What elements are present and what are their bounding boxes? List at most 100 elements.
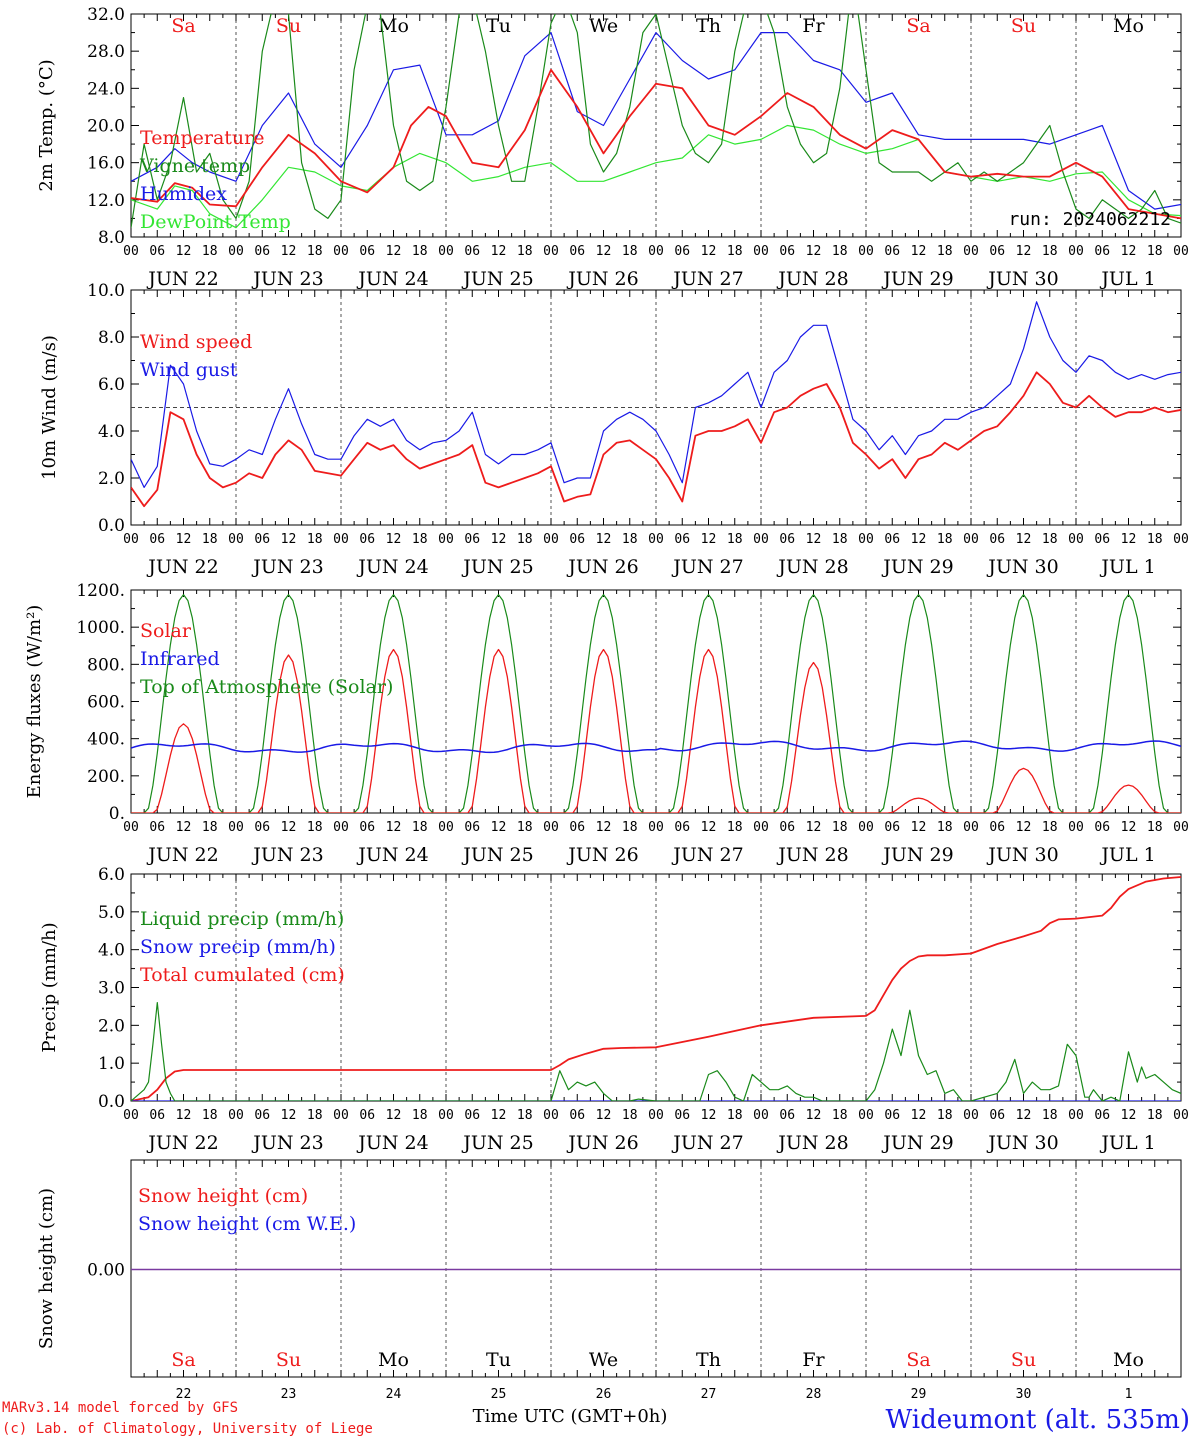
hour-tick-label: 06: [569, 532, 585, 547]
series-line: [131, 124, 1181, 229]
series-line: [131, 68, 1181, 220]
hour-tick-label: 12: [1121, 532, 1137, 547]
hour-tick-label: 06: [569, 1108, 585, 1123]
hour-tick-label: 18: [727, 1108, 743, 1123]
hour-tick-label: 00: [753, 820, 769, 835]
hour-tick-label: 18: [307, 1108, 323, 1123]
hour-tick-label: 06: [989, 1108, 1005, 1123]
hour-tick-label: 18: [832, 244, 848, 259]
legend-entry: Wind gust: [140, 359, 238, 381]
series-line: [131, 876, 1181, 1101]
day-date-label: JUN 30: [986, 268, 1058, 290]
day-date-label: JUN 28: [776, 556, 848, 578]
hour-tick-label: 06: [254, 1108, 270, 1123]
day-date-label: JUN 24: [356, 844, 428, 866]
y-tick-label: 1200.: [76, 581, 125, 601]
legend-entry: Snow height (cm): [138, 1185, 308, 1207]
run-annotation: run: 2024062212: [1008, 209, 1171, 230]
day-date-label: JUN 22: [146, 556, 218, 578]
hour-tick-label: 00: [1068, 820, 1084, 835]
hour-tick-label: 12: [701, 820, 717, 835]
series-line: [131, 371, 1181, 508]
hour-tick-label: 00: [648, 532, 664, 547]
hour-tick-label: 18: [622, 532, 638, 547]
hour-tick-label: 18: [517, 244, 533, 259]
day-date-label: JUN 29: [881, 268, 953, 290]
hour-tick-label: 18: [1147, 820, 1163, 835]
y-tick-label: 8.0: [98, 328, 125, 348]
y-axis-label: Energy fluxes (W/m²): [24, 605, 45, 799]
hour-tick-label: 12: [1121, 244, 1137, 259]
weekday-label: Tu: [486, 15, 511, 37]
day-date-label: JUN 27: [671, 268, 743, 290]
hour-tick-label: 12: [491, 1108, 507, 1123]
hour-tick-label: 06: [149, 820, 165, 835]
hour-tick-label: 00: [123, 532, 139, 547]
hour-tick-label: 06: [884, 244, 900, 259]
series-group: [131, 593, 1181, 813]
hour-tick-label: 12: [281, 532, 297, 547]
day-date-label: JUN 25: [461, 556, 533, 578]
hour-tick-label: 12: [386, 244, 402, 259]
day-date-label: JUN 23: [251, 556, 323, 578]
panel-snow: 0.00 Snow height (cm) Sa Su Mo Tu We Th Fr Sa Su Mo…: [36, 1159, 1182, 1402]
hour-tick-label: 12: [1016, 820, 1032, 835]
day-number-label: 1: [1125, 1387, 1133, 1402]
y-tick-label: 0.0: [98, 1092, 125, 1112]
weekday-label: Mo: [378, 1349, 409, 1371]
hour-tick-label: 18: [412, 244, 428, 259]
hour-tick-label: 06: [779, 244, 795, 259]
hour-tick-label: 12: [701, 1108, 717, 1123]
weekday-label: Sa: [906, 1349, 930, 1371]
hour-tick-label: 12: [1121, 1108, 1137, 1123]
legend-entry: Infrared: [140, 648, 220, 670]
hour-tick-label: 12: [596, 532, 612, 547]
hour-tick-label: 00: [228, 532, 244, 547]
y-tick-label: 2.0: [98, 469, 125, 489]
day-number-label: 29: [911, 1387, 927, 1402]
day-date-label: JUN 23: [251, 844, 323, 866]
day-date-label: JUN 26: [566, 556, 638, 578]
day-number-label: 30: [1016, 1387, 1032, 1402]
legend-entry: Liquid precip (mm/h): [140, 908, 344, 930]
hour-tick-label: 06: [359, 1108, 375, 1123]
day-date-label: JUN 22: [146, 268, 218, 290]
weekday-label: Tu: [486, 1349, 511, 1371]
weekday-label: We: [589, 15, 618, 37]
hour-tick-label: 12: [806, 244, 822, 259]
hour-tick-label: 00: [123, 1108, 139, 1123]
hour-tick-label: 00: [543, 244, 559, 259]
hour-tick-label: 06: [1094, 820, 1110, 835]
day-date-label: JUN 22: [146, 1132, 218, 1154]
hour-tick-label: 12: [911, 244, 927, 259]
weekday-label: Th: [696, 15, 721, 37]
weekday-label: Su: [1011, 1349, 1036, 1371]
hour-tick-label: 18: [1042, 1108, 1058, 1123]
hour-tick-label: 18: [517, 820, 533, 835]
y-axis-label: Precip (mm/h): [39, 922, 60, 1052]
series-group: [131, 14, 1181, 229]
hour-tick-label: 00: [1173, 820, 1189, 835]
y-tick-label: 20.0: [87, 117, 125, 137]
y-tick-label: 4.0: [98, 941, 125, 961]
hour-tick-label: 00: [1173, 532, 1189, 547]
weekday-label: Sa: [171, 15, 195, 37]
hour-tick-label: 18: [937, 244, 953, 259]
hour-tick-label: 18: [622, 1108, 638, 1123]
hour-tick-label: 12: [176, 244, 192, 259]
weekday-label: Mo: [1113, 15, 1144, 37]
panel-wind: 0.0 2.0 4.0 6.0 8.0 10.0 10m Wind (m/s) 00 06 12 1…: [39, 281, 1189, 578]
day-date-label: JUN 24: [356, 268, 428, 290]
day-date-label: JUN 24: [356, 1132, 428, 1154]
hour-tick-label: 00: [648, 244, 664, 259]
y-tick-label: 0.0: [98, 516, 125, 536]
hour-tick-label: 12: [806, 820, 822, 835]
hour-tick-label: 00: [858, 244, 874, 259]
hour-tick-label: 06: [884, 1108, 900, 1123]
day-number-label: 22: [176, 1387, 192, 1402]
hour-tick-label: 06: [569, 244, 585, 259]
weekday-label: Mo: [1113, 1349, 1144, 1371]
weekday-label: We: [589, 1349, 618, 1371]
day-date-label: JUN 24: [356, 556, 428, 578]
